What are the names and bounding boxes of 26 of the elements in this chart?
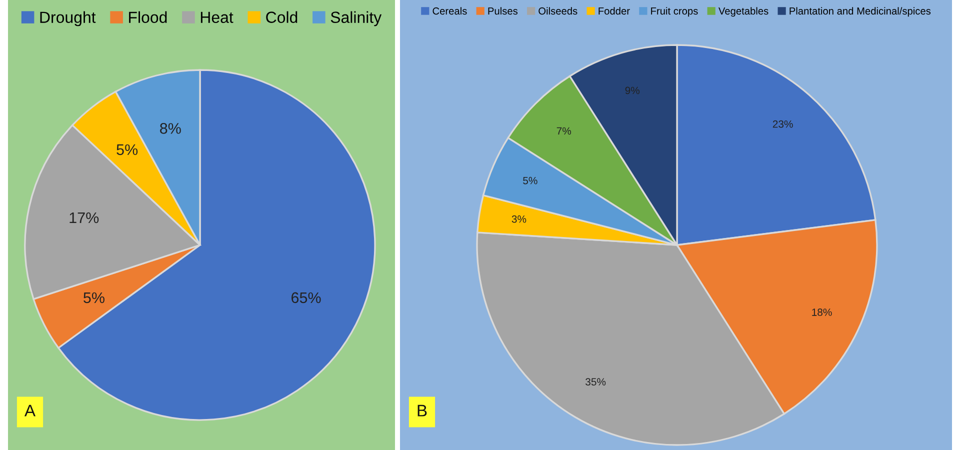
legend-label: Fruit crops <box>651 7 698 17</box>
data-label: 65% <box>292 292 321 304</box>
data-label: 17% <box>70 212 99 224</box>
legend-label: Heat <box>200 12 234 23</box>
legend-label: Oilseeds <box>538 7 578 15</box>
data-label: 5% <box>84 292 104 304</box>
legend-label: Drought <box>40 11 96 26</box>
data-label: 5% <box>116 144 138 156</box>
data-label: 5% <box>523 176 538 184</box>
data-label: 3% <box>512 215 526 223</box>
data-label: 9% <box>625 86 640 94</box>
legend-label: Cold <box>266 11 298 23</box>
text: B <box>418 404 427 416</box>
legend-label: Vegetables <box>718 7 768 17</box>
data-label: 35% <box>586 378 606 386</box>
text: A <box>24 404 36 416</box>
data-label: 8% <box>160 123 181 134</box>
legend-label: Salinity <box>330 11 382 26</box>
legend-label: Plantation and Medicinal/spices <box>790 7 931 17</box>
legend-label: Cereals <box>432 7 467 15</box>
legend-label: Flood <box>129 11 167 23</box>
legend-label: Pulses <box>488 7 518 15</box>
legend-label: Fodder <box>598 7 630 15</box>
data-label: 23% <box>772 120 793 128</box>
data-label: 7% <box>556 127 572 135</box>
data-label: 18% <box>812 308 832 316</box>
